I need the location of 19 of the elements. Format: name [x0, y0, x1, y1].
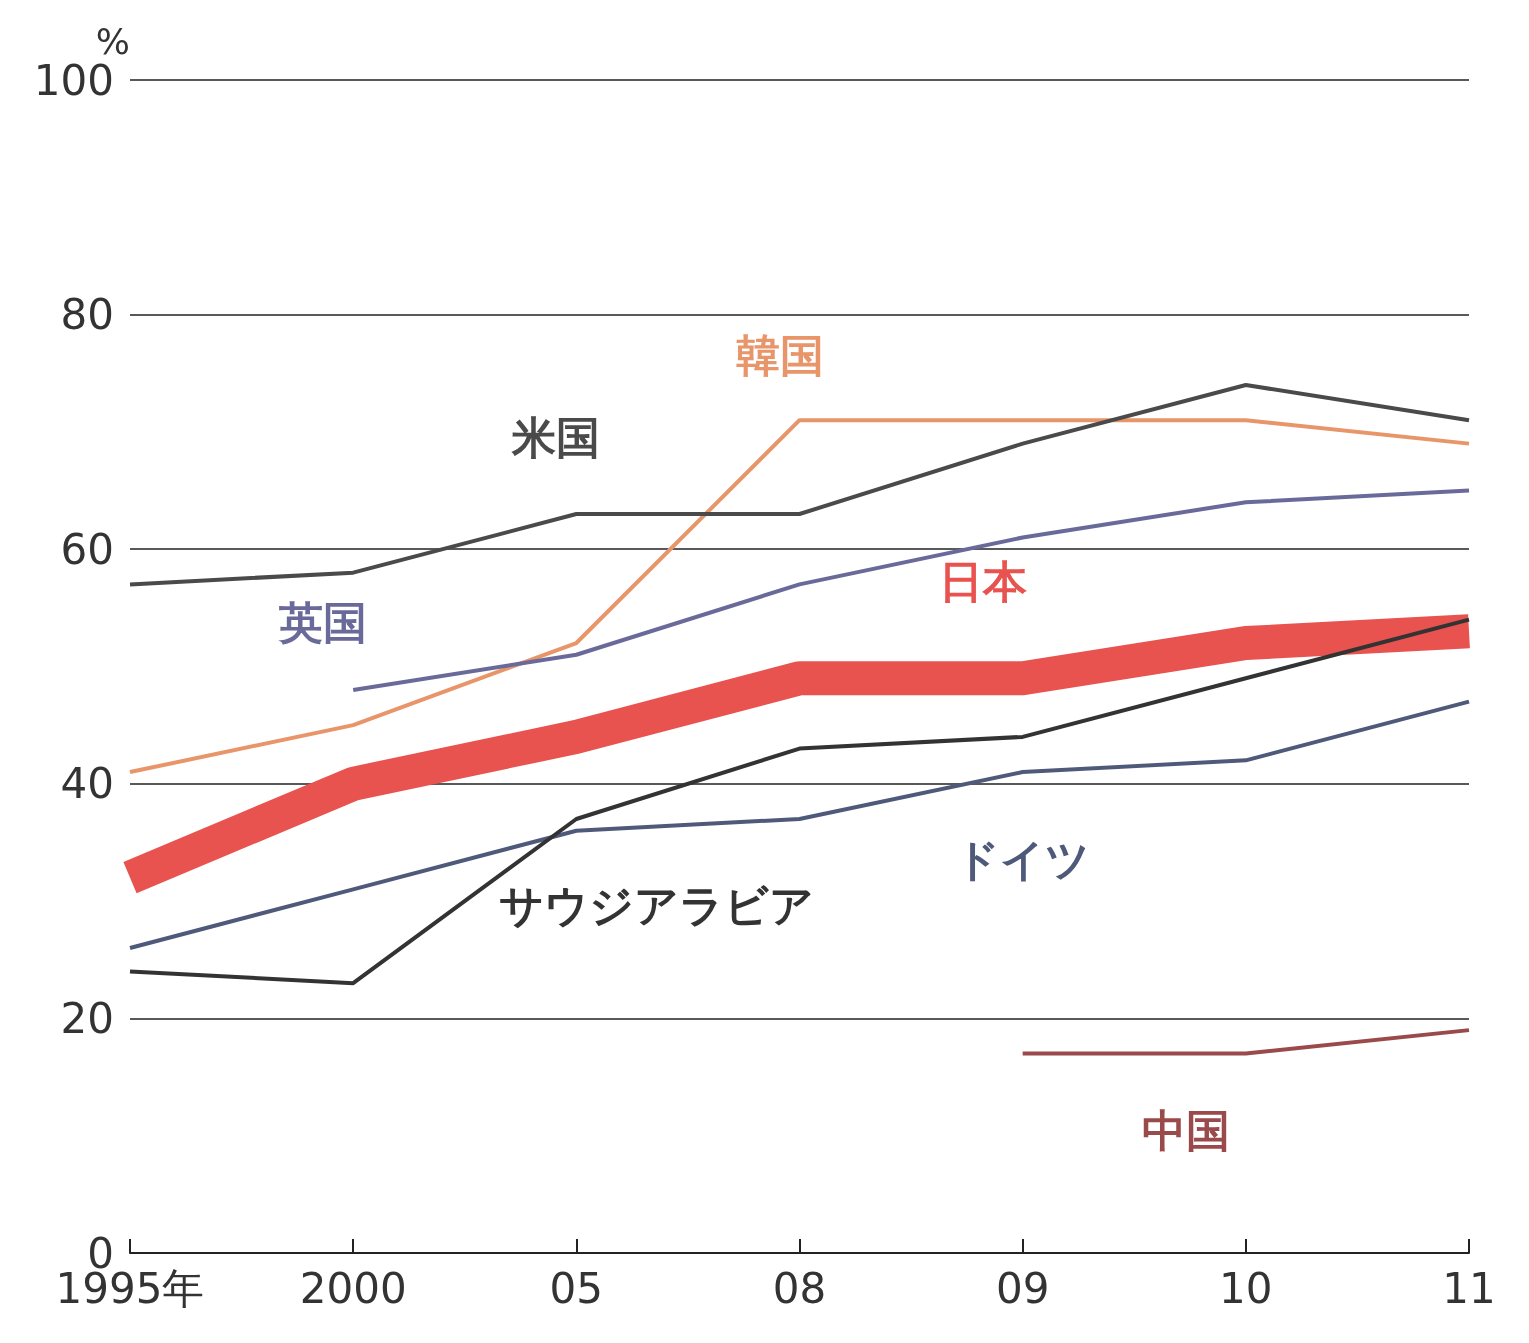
line-series — [128, 418, 1471, 775]
line-series — [128, 699, 1471, 951]
x-tick-label: 05 — [549, 1263, 604, 1313]
series-label: サウジアラビア — [498, 880, 814, 932]
x-tick-label: 2000 — [299, 1263, 407, 1313]
x-tick-label: 08 — [772, 1263, 827, 1313]
series-label: 英国 — [278, 597, 368, 649]
series-label: ドイツ — [955, 833, 1091, 885]
y-tick-label: 80 — [60, 290, 114, 340]
series-label: 米国 — [511, 411, 601, 463]
y-tick-label: 60 — [60, 524, 114, 574]
y-tick-label: 40 — [60, 759, 114, 809]
series-label: 中国 — [1141, 1105, 1230, 1157]
x-tick-label: 10 — [1219, 1263, 1273, 1313]
x-tick-label: 11 — [1442, 1263, 1496, 1313]
series-label: 韓国 — [735, 329, 824, 381]
series-label: 日本 — [938, 555, 1027, 607]
y-tick-label: 20 — [60, 993, 114, 1043]
x-tick-label: 09 — [995, 1263, 1050, 1313]
